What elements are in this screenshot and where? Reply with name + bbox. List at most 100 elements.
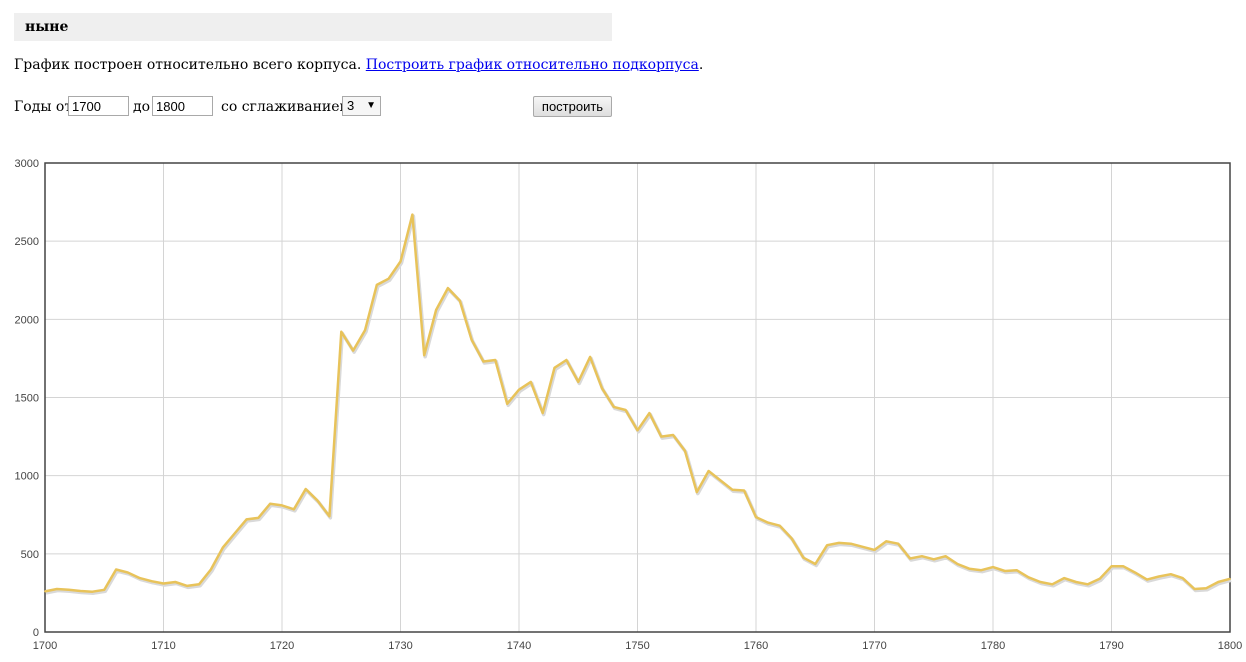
data-point bbox=[1169, 573, 1172, 576]
data-point bbox=[778, 524, 781, 527]
data-point bbox=[826, 544, 828, 547]
year-to-input[interactable] bbox=[152, 96, 213, 116]
data-point bbox=[743, 489, 746, 492]
y-tick-label: 3000 bbox=[15, 158, 39, 170]
y-tick-label: 0 bbox=[33, 627, 39, 639]
data-point bbox=[494, 359, 497, 361]
data-point bbox=[707, 470, 710, 472]
data-point bbox=[1110, 565, 1113, 568]
data-point bbox=[352, 349, 354, 352]
data-point bbox=[790, 537, 793, 540]
data-point bbox=[589, 355, 591, 358]
data-point bbox=[399, 260, 402, 263]
year-from-input[interactable] bbox=[68, 96, 129, 116]
chevron-down-icon: ▼ bbox=[366, 100, 376, 111]
data-point bbox=[909, 557, 911, 560]
data-point bbox=[127, 571, 129, 574]
x-tick-label: 1720 bbox=[270, 640, 294, 652]
data-point bbox=[281, 504, 283, 507]
data-point bbox=[1003, 570, 1006, 572]
build-chart-button[interactable]: построить bbox=[533, 96, 612, 117]
data-point bbox=[849, 542, 852, 545]
x-tick-label: 1730 bbox=[388, 640, 412, 652]
data-point bbox=[601, 387, 603, 390]
chart-controls: Годы от до со сглаживанием 3 ▼ построить bbox=[14, 96, 612, 118]
data-point bbox=[529, 380, 532, 383]
data-point bbox=[1051, 583, 1054, 586]
data-point bbox=[636, 429, 639, 432]
data-point bbox=[612, 405, 615, 408]
smoothing-label: со сглаживанием bbox=[221, 99, 351, 115]
data-point bbox=[684, 449, 686, 452]
data-point bbox=[103, 588, 106, 591]
y-tick-label: 1000 bbox=[15, 471, 39, 483]
data-point bbox=[470, 338, 473, 341]
chart-axes: 1700 1710 1720 1730 1740 1750 1760 1770 1780 1790… bbox=[15, 158, 1243, 652]
series-line-shadow bbox=[45, 214, 1232, 595]
data-point bbox=[328, 515, 331, 518]
data-point bbox=[1229, 577, 1231, 580]
x-tick-label: 1780 bbox=[981, 640, 1005, 652]
x-tick-label: 1790 bbox=[1099, 640, 1123, 652]
y-tick-label: 2500 bbox=[15, 236, 39, 248]
years-from-label: Годы от bbox=[14, 99, 73, 115]
data-point bbox=[257, 516, 260, 519]
data-point bbox=[921, 555, 923, 558]
data-point bbox=[624, 409, 627, 411]
data-point bbox=[79, 590, 82, 592]
data-point bbox=[897, 542, 900, 545]
data-point bbox=[944, 555, 947, 558]
data-point bbox=[956, 563, 959, 565]
x-tick-label: 1700 bbox=[33, 640, 57, 652]
data-point bbox=[423, 354, 426, 357]
smoothing-value: 3 bbox=[347, 98, 355, 113]
chart-series bbox=[44, 213, 1232, 595]
years-to-label: до bbox=[133, 99, 151, 115]
data-point bbox=[873, 549, 876, 551]
data-point bbox=[91, 590, 94, 593]
data-point bbox=[304, 488, 307, 490]
y-tick-label: 2000 bbox=[15, 314, 39, 326]
data-point bbox=[435, 309, 437, 311]
data-point bbox=[233, 532, 236, 535]
data-point bbox=[1181, 577, 1184, 579]
data-point bbox=[814, 563, 817, 565]
data-point bbox=[115, 568, 117, 571]
data-point bbox=[968, 567, 971, 570]
data-point bbox=[245, 518, 248, 521]
y-tick-label: 1500 bbox=[15, 393, 39, 405]
data-point bbox=[44, 590, 46, 593]
data-point bbox=[269, 502, 272, 505]
subcorpus-link[interactable]: Построить график относительно подкорпуса bbox=[365, 57, 699, 73]
data-point bbox=[672, 434, 674, 436]
data-point bbox=[138, 577, 141, 579]
chart-grid bbox=[44, 162, 1231, 633]
data-point bbox=[1063, 577, 1065, 579]
data-point bbox=[162, 582, 165, 585]
data-point bbox=[1134, 571, 1137, 574]
data-point bbox=[221, 546, 224, 549]
data-point bbox=[1098, 577, 1101, 580]
data-point bbox=[1158, 575, 1160, 578]
data-point bbox=[518, 388, 520, 391]
smoothing-select[interactable]: 3 ▼ bbox=[342, 96, 381, 116]
data-point bbox=[766, 521, 769, 524]
data-point bbox=[695, 491, 698, 493]
x-tick-label: 1760 bbox=[744, 640, 768, 652]
x-tick-label: 1740 bbox=[507, 640, 531, 652]
query-word-header: ныне bbox=[14, 13, 612, 41]
data-point bbox=[755, 516, 757, 518]
data-point bbox=[719, 479, 722, 482]
data-point bbox=[1039, 581, 1042, 583]
data-point bbox=[1086, 583, 1089, 586]
frequency-line-chart: 1700 1710 1720 1730 1740 1750 1760 1770 1780 1790… bbox=[15, 158, 1243, 652]
y-tick-label: 500 bbox=[21, 549, 39, 561]
data-point bbox=[292, 508, 295, 511]
data-point bbox=[980, 569, 983, 572]
data-point bbox=[447, 287, 449, 289]
data-point bbox=[1015, 569, 1018, 572]
data-point bbox=[660, 435, 663, 438]
info-tail: . bbox=[698, 57, 704, 73]
data-point bbox=[802, 556, 805, 559]
data-point bbox=[648, 412, 651, 415]
